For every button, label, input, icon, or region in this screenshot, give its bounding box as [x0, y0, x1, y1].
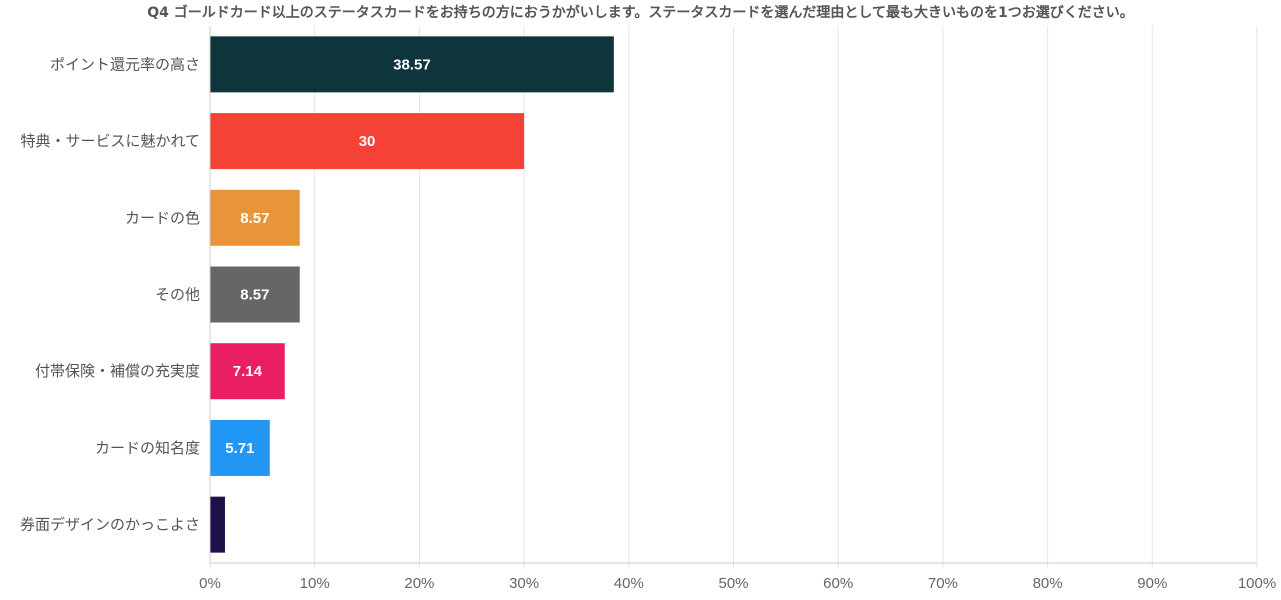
x-tick-label: 10% — [300, 575, 330, 592]
bar[interactable] — [210, 36, 614, 93]
category-label: カードの知名度 — [95, 439, 200, 457]
bar-value-label: 30 — [359, 133, 376, 150]
x-tick-label: 40% — [614, 575, 644, 592]
x-tick-label: 70% — [928, 575, 958, 592]
bar[interactable] — [210, 496, 225, 553]
x-tick-label: 20% — [404, 575, 434, 592]
category-label: カードの色 — [125, 209, 200, 227]
x-tick-label: 0% — [199, 575, 221, 592]
bar-value-label: 5.71 — [225, 440, 254, 457]
x-tick-label: 90% — [1137, 575, 1167, 592]
x-tick-label: 50% — [718, 575, 748, 592]
bar-value-label: 7.14 — [233, 363, 263, 380]
bars: 38.57 30 8.57 8.57 7.14 5.71 — [210, 36, 614, 553]
bar[interactable] — [210, 113, 525, 170]
category-label: その他 — [155, 286, 200, 304]
category-label: 特典・サービスに魅かれて — [20, 132, 200, 150]
bar[interactable] — [210, 189, 300, 246]
bar-value-label: 8.57 — [240, 210, 269, 227]
bar[interactable] — [210, 343, 285, 400]
chart-title: Q4 ゴールドカード以上のステータスカードをお持ちの方におうかがいします。ステー… — [147, 5, 1134, 21]
category-label: 付帯保険・補償の充実度 — [35, 362, 200, 380]
axes: 0% 10% 20% 30% 40% 50% 60% 70% 80% 90% 100% ポイント還元率… — [20, 26, 1276, 592]
bar-value-label: 8.57 — [240, 287, 269, 304]
x-tick-label: 60% — [823, 575, 853, 592]
gridlines — [209, 26, 1258, 569]
category-label: 券面デザインのかっこよさ — [20, 516, 200, 534]
bar[interactable] — [210, 266, 300, 323]
x-tick-label: 30% — [509, 575, 539, 592]
bar-value-label: 38.57 — [393, 56, 431, 73]
x-tick-label: 100% — [1238, 575, 1276, 592]
x-tick-label: 80% — [1033, 575, 1063, 592]
category-label: ポイント還元率の高さ — [50, 55, 200, 73]
bar[interactable] — [210, 419, 270, 476]
